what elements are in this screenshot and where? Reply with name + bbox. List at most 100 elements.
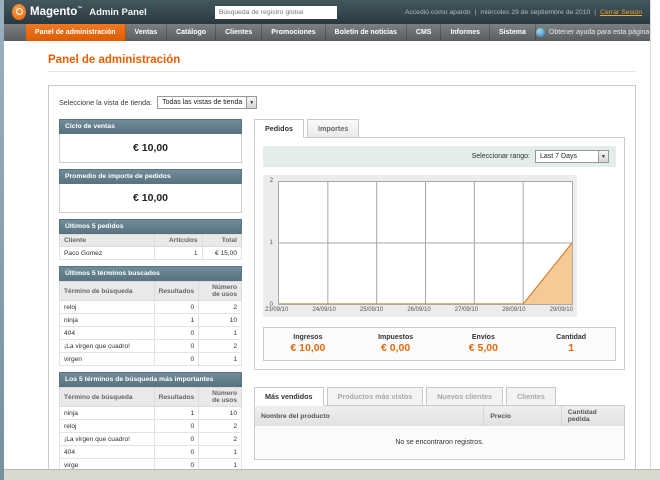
last-orders-table: Cliente Artículos Total Paco Gomez 1 € 15,00 — [59, 234, 242, 260]
axis-label: 1 — [269, 240, 273, 246]
stat-env-os: Envíos € 5,00 — [468, 334, 498, 354]
magento-logo: Magento™ Admin Panel — [12, 4, 147, 20]
header-user-info: Accedió como apardo | miércoles 29 de se… — [405, 9, 642, 16]
column-header: Término de búsqueda — [59, 281, 155, 301]
chart-tabs: Pedidos Importes — [254, 119, 625, 138]
store-view-switcher: Seleccione la vista de tienda: Todas las… — [59, 96, 625, 109]
axis-label: 0 — [269, 302, 273, 308]
store-view-value: Todas las vistas de tienda — [162, 98, 243, 106]
axis-label: 24/09/10 — [312, 307, 336, 313]
tab-m-s-vendidos[interactable]: Más vendidos — [254, 387, 324, 406]
column-header: Cantidad pedida — [560, 406, 624, 426]
top-terms-box: Los 5 términos de búsqueda más important… — [59, 372, 242, 472]
orders-panel: Seleccionar rango: Last 7 Days ▼ 0 1 2 — [254, 137, 625, 370]
table-row: reloj 0 2 — [59, 300, 242, 314]
trademark: ™ — [77, 6, 83, 13]
column-header: Resultados — [153, 281, 200, 301]
products-table-wrap: Nombre del producto Precio Cantidad pedida… — [254, 405, 625, 460]
window-bottom-edge — [0, 469, 660, 480]
last-orders-title: Últimos 5 pedidos — [59, 219, 242, 234]
nav-item-cms[interactable]: CMS — [407, 24, 442, 41]
table-row: reloj 0 2 — [59, 419, 242, 433]
stat-impuestos: Impuestos € 0,00 — [378, 334, 414, 354]
logo-text: Magento — [30, 6, 78, 18]
store-view-label: Seleccione la vista de tienda: — [59, 98, 153, 107]
avg-order-box: Promedio de importe de pedidos € 10,00 — [59, 169, 242, 213]
axis-label: 26/09/10 — [407, 307, 431, 313]
help-link[interactable]: Obtener ayuda para esta página — [535, 24, 660, 41]
tab-nuevos-clientes[interactable]: Nuevos clientes — [426, 387, 503, 406]
column-header: Término de búsqueda — [59, 387, 155, 407]
empty-row: No se encontraron registros. — [255, 426, 624, 459]
tab-pedidos[interactable]: Pedidos — [254, 119, 304, 138]
help-globe-icon — [535, 28, 545, 37]
orders-chart: 0 1 2 23/09/10 24/09/10 25/09/10 26/09/10 27/0… — [263, 175, 577, 317]
sales-cycle-value: € 10,00 — [59, 134, 242, 163]
global-search-input[interactable] — [214, 5, 337, 19]
nav-item-sistema[interactable]: Sistema — [490, 24, 536, 41]
tab-clientes[interactable]: Clientes — [505, 387, 556, 406]
logo-subtitle: Admin Panel — [89, 6, 147, 18]
table-row: Paco Gomez 1 € 15,00 — [59, 246, 242, 260]
last-orders-box: Últimos 5 pedidos Cliente Artículos Total … — [59, 219, 242, 260]
axis-label: 28/09/10 — [502, 307, 526, 313]
header-bar: Magento™ Admin Panel Accedió como apardo… — [4, 0, 650, 24]
axis-label: 27/09/10 — [454, 307, 479, 313]
avg-order-value: € 10,00 — [59, 184, 242, 213]
logged-in-text: Accedió como apardo — [404, 8, 471, 16]
top-terms-table: Término de búsqueda Resultados Número de u… — [59, 387, 242, 472]
nav-item-informes[interactable]: Informes — [441, 24, 491, 41]
sales-cycle-box: Ciclo de ventas € 10,00 — [59, 119, 242, 163]
dashboard-container: Seleccione la vista de tienda: Todas las… — [48, 85, 636, 480]
axis-label: 23/09/10 — [265, 307, 289, 313]
products-section: Más vendidos Productos más vistos Nuevos c… — [254, 387, 625, 460]
nav-item-bolet-n-de-noticias[interactable]: Boletín de noticias — [326, 24, 407, 41]
nav-item-panel-de-administraci-n[interactable]: Panel de administración — [26, 24, 126, 41]
magento-logo-icon — [12, 4, 26, 20]
totals-strip: Ingresos € 10,00 Impuestos € 0,00 Envíos € 5,… — [263, 327, 616, 361]
column-header: Precio — [483, 406, 562, 426]
current-date: miércoles 29 de septiembre de 2010 — [480, 8, 591, 16]
last-terms-table: Término de búsqueda Resultados Número de u… — [59, 281, 242, 366]
tab-productos-m-s-vistos[interactable]: Productos más vistos — [326, 387, 424, 406]
tab-importes[interactable]: Importes — [306, 119, 360, 138]
nav-item-promociones[interactable]: Promociones — [262, 24, 326, 41]
chart-plot — [278, 181, 573, 305]
store-view-select[interactable]: Todas las vistas de tienda ▼ — [157, 96, 258, 109]
column-header: Número de usos — [198, 387, 242, 407]
sales-cycle-title: Ciclo de ventas — [59, 119, 242, 134]
products-table: Nombre del producto Precio Cantidad pedida… — [255, 406, 624, 459]
column-header: Cliente — [59, 234, 155, 247]
window-left-edge — [0, 0, 4, 480]
table-row: 404 0 1 — [59, 445, 242, 459]
nav-item-cat-logo[interactable]: Catálogo — [167, 24, 217, 41]
column-header: Número de usos — [198, 281, 242, 301]
last-terms-title: Últimos 5 términos buscados — [59, 266, 242, 281]
chevron-down-icon: ▼ — [246, 97, 257, 108]
logout-link[interactable]: Cerrar Sesión — [600, 8, 642, 16]
content-area: Panel de administración Seleccione la vi… — [4, 41, 650, 480]
separator: | — [474, 8, 477, 16]
dashboard-main: Pedidos Importes Seleccionar rango: Last … — [254, 119, 625, 460]
empty-message: No se encontraron registros. — [255, 426, 624, 459]
axis-label: 25/09/10 — [359, 307, 384, 313]
nav-item-ventas[interactable]: Ventas — [126, 24, 168, 41]
table-row: virgen 0 1 — [59, 352, 242, 366]
stat-cantidad: Cantidad 1 — [556, 334, 587, 354]
products-tabs: Más vendidos Productos más vistos Nuevos c… — [254, 387, 625, 406]
page-title: Panel de administración — [48, 54, 636, 72]
last-terms-box: Últimos 5 términos buscados Término de b… — [59, 266, 242, 366]
table-row: 404 0 1 — [59, 326, 242, 340]
chevron-down-icon: ▼ — [598, 151, 608, 162]
main-nav: Panel de administración Ventas Catálogo Cli… — [4, 24, 650, 41]
stat-ingresos: Ingresos € 10,00 — [290, 334, 326, 354]
nav-item-clientes[interactable]: Clientes — [216, 24, 263, 41]
table-row: ninja 1 10 — [59, 313, 242, 327]
avg-order-title: Promedio de importe de pedidos — [59, 169, 242, 184]
column-header: Resultados — [153, 387, 200, 407]
top-terms-title: Los 5 términos de búsqueda más important… — [59, 372, 242, 387]
range-select[interactable]: Last 7 Days ▼ — [535, 150, 609, 163]
admin-page: Magento™ Admin Panel Accedió como apardo… — [4, 0, 651, 480]
help-label: Obtener ayuda para esta página — [548, 29, 650, 36]
nav-items: Panel de administración Ventas Catálogo Cli… — [26, 24, 536, 41]
